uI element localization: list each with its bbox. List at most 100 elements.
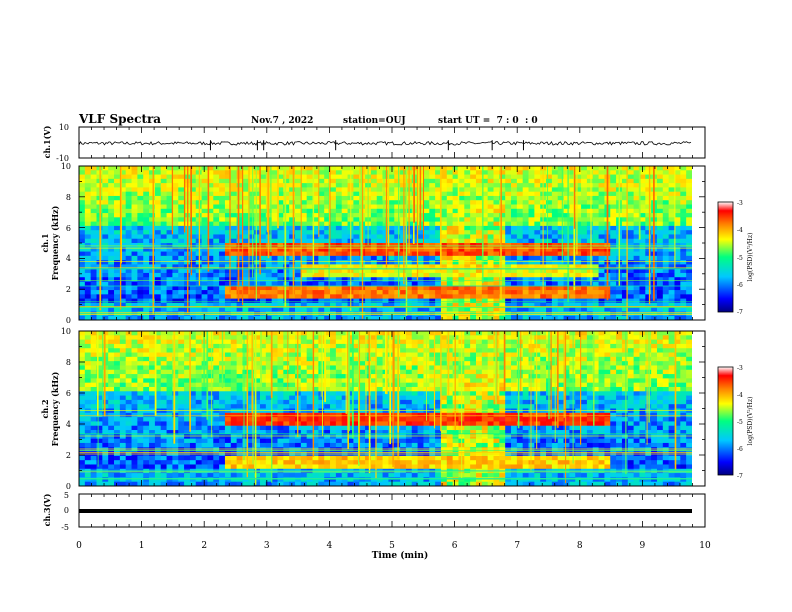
ch1-spectrogram-cell <box>423 195 430 201</box>
ch1-spectrogram-cell <box>429 243 436 248</box>
ch1-spectrogram-cell <box>353 268 360 274</box>
ch1-spectrogram-cell <box>341 264 348 270</box>
ch1-spectrogram-cell <box>353 281 360 287</box>
ch1-spectrogram-cell <box>534 302 541 308</box>
ch1-spectrogram-cell <box>411 277 419 282</box>
ch1-spectrogram-cell <box>440 166 448 171</box>
ch1-spectrogram-cell <box>242 264 249 270</box>
ch1-spectrogram-cell <box>248 187 255 193</box>
ch1-spectrogram-cell <box>493 294 500 300</box>
ch2-spectrogram-cell <box>84 335 92 341</box>
ch1-spectrogram-cell <box>610 204 617 210</box>
ch1-spectrogram-cell <box>674 234 681 240</box>
ch2-spectrogram-cell <box>90 365 97 371</box>
ch2-spectrogram-cell <box>178 430 185 435</box>
ch2-spectrogram-cell <box>79 352 86 358</box>
ch1-spectrogram-cell <box>201 290 208 295</box>
ch1-spectrogram-cell <box>551 268 559 274</box>
ch2-spectrogram-cell <box>172 352 179 358</box>
ch1-spectrogram-cell <box>108 238 115 244</box>
ch1-spectrogram-cell <box>394 260 401 265</box>
ch1-spectrogram-cell <box>400 302 407 308</box>
ch1-spectrogram-cell <box>236 221 243 227</box>
ch1-spectrogram-cell <box>656 255 664 261</box>
ch2-spectrogram-cell <box>114 331 121 336</box>
ch1-spectrogram-cell <box>277 230 284 235</box>
ch1-spectrogram-cell <box>499 166 506 171</box>
ch1-spectrogram-cell <box>592 187 599 193</box>
ch1-spectrogram-cell <box>563 255 570 261</box>
ch1-spectrogram-cell <box>295 225 302 231</box>
ch2-spectrogram-cell <box>90 408 97 414</box>
ch1-spectrogram-cell <box>137 294 144 300</box>
ch2-spectrogram-cell <box>201 438 208 444</box>
ch2-spectrogram-cell <box>96 425 103 431</box>
ch2-spectrogram-cell <box>184 386 191 392</box>
ch1-spectrogram-cell <box>621 238 629 244</box>
ch1-spectrogram-cell <box>575 191 582 197</box>
ch1-spectrogram-cell <box>674 187 681 193</box>
ch1-spectrogram-cell <box>335 251 343 257</box>
ch2-spectrogram-cell <box>96 386 103 392</box>
ch1-spectrogram-cell <box>119 247 127 252</box>
ch1-spectrogram-cell <box>546 221 553 227</box>
ch1-spectrogram-cell <box>166 195 173 201</box>
ch1-spectrogram-cell <box>563 213 570 218</box>
ch1-spectrogram-cell <box>656 213 664 218</box>
ch1-spectrogram-cell <box>376 277 383 282</box>
ch1-spectrogram-cell <box>656 302 664 308</box>
ch1-spectrogram-cell <box>365 294 372 300</box>
ch2-spectrogram-cell <box>207 455 214 461</box>
ch2-spectrogram-cell <box>195 438 202 444</box>
ch1-spectrogram-cell <box>283 307 290 312</box>
ch1-spectrogram-cell <box>639 187 646 193</box>
ch1-spectrogram-cell <box>674 183 681 188</box>
ch1-spectrogram-cell <box>102 298 109 304</box>
ch1-spectrogram-cell <box>592 208 599 214</box>
ch2-spectrogram-cell <box>137 442 144 448</box>
ch1-spectrogram-cell <box>668 302 675 308</box>
ch2-spectrogram-cell <box>160 434 167 440</box>
ch1-spectrogram-cell <box>388 243 395 248</box>
ch1-spectrogram-cell <box>452 281 459 287</box>
ch1-spectrogram-cell <box>534 315 541 321</box>
ch1-spectrogram-cell <box>405 251 413 257</box>
ch1-spectrogram-cell <box>516 307 524 312</box>
ch1-spectrogram-cell <box>84 225 92 231</box>
ch1-spectrogram-cell <box>493 225 500 231</box>
ch1-spectrogram-cell <box>499 298 506 304</box>
ch1-spectrogram-cell <box>581 174 588 180</box>
ch1-spectrogram-cell <box>149 272 156 278</box>
ch2-spectrogram-cell <box>131 378 138 384</box>
ch1-spectrogram-cell <box>230 221 238 227</box>
ch1-spectrogram-cell <box>335 298 343 304</box>
ch1-spectrogram-cell <box>306 234 313 240</box>
ch1-spectrogram-cell <box>499 294 506 300</box>
ch1-spectrogram-cell <box>119 221 127 227</box>
ch1-spectrogram-cell <box>189 247 197 252</box>
ch1-spectrogram-cell <box>446 302 454 308</box>
ch1-spectrogram-cell <box>207 272 214 278</box>
ch1-spectrogram-cell <box>330 307 337 312</box>
ch1-spectrogram-cell <box>586 285 594 291</box>
ch1-spectrogram-cell <box>306 204 313 210</box>
ch2-spectrogram-cell <box>178 348 185 353</box>
ch2-spectrogram-cell <box>195 447 202 452</box>
ch2-spectrogram-cell <box>242 335 249 341</box>
ch1-spectrogram-cell <box>662 294 670 300</box>
ch1-spectrogram-cell <box>633 221 640 227</box>
ch1-spectrogram-cell <box>435 285 442 291</box>
ch1-spectrogram-cell <box>575 298 582 304</box>
ch1-spectrogram-cell <box>353 260 360 265</box>
ch1-spectrogram-cell <box>79 298 86 304</box>
ch1-spectrogram-cell <box>435 294 442 300</box>
ch1-spectrogram-cell <box>125 183 132 188</box>
ch1-spectrogram-cell <box>435 251 442 257</box>
ch1-spectrogram-cell <box>219 187 226 193</box>
ch1-spectrogram-cell <box>586 255 594 261</box>
ch1-spectrogram-cell <box>645 230 652 235</box>
ch2-spectrogram-cell <box>213 417 220 422</box>
ch1-spectrogram-cell <box>143 247 150 252</box>
ch1-spectrogram-cell <box>621 166 629 171</box>
ch1-spectrogram-cell <box>79 277 86 282</box>
